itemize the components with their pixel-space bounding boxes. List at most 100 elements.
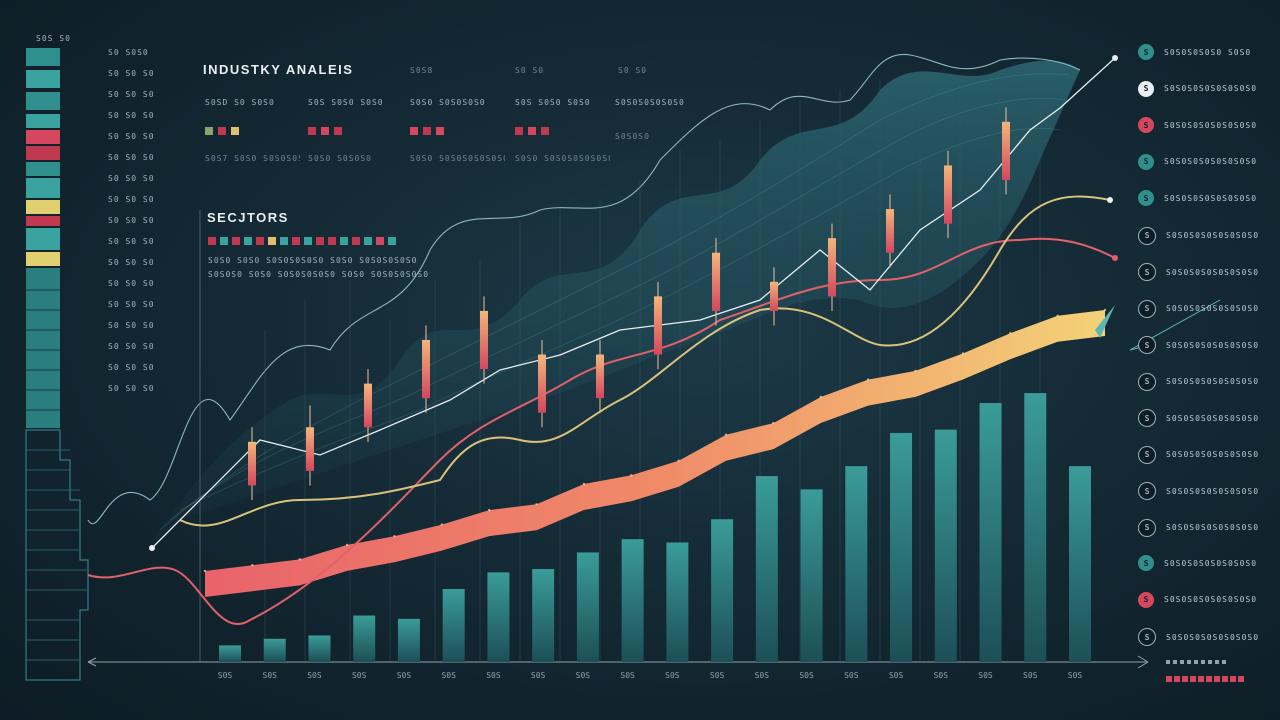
swatch — [423, 127, 431, 135]
candle-body — [712, 252, 720, 311]
legend-item: S S0S0S0S0S0S0S0S0 — [1138, 518, 1259, 537]
legend-item: S S0S0S0S0S0S0S0S0 — [1138, 628, 1259, 646]
candlestick-series — [248, 107, 1010, 500]
legend-label: S0S0S0S0S0 S0S0 — [1164, 47, 1252, 57]
ribbon-point — [1056, 314, 1059, 317]
industry-cell-label: S0S S0S0 S0S0 — [308, 98, 384, 107]
ribbon-point — [298, 558, 301, 561]
legend-item: S S0S0S0S0S0S0S0S0 — [1138, 555, 1257, 571]
legend-marker-icon: S — [1138, 555, 1154, 571]
x-tick-label: S0S — [620, 671, 635, 680]
legend-item: S S0S0S0S0S0S0S0S0 — [1138, 80, 1257, 97]
legend-marker-icon: S — [1138, 299, 1156, 318]
legend-marker-icon: S — [1138, 263, 1156, 281]
x-tick-label: S0S — [934, 671, 949, 680]
left-label: S0 S0 S0 — [108, 384, 155, 393]
legend-marker-icon: S — [1138, 190, 1154, 206]
industry-cell-foot: S0S0 S0S0S0S0S0S0S0S0 — [515, 154, 610, 163]
left-ladder — [25, 48, 89, 681]
axis-arrow — [87, 655, 1149, 669]
legend-marker-icon: S — [1138, 372, 1156, 391]
sector-swatch — [352, 237, 360, 245]
legend-marker-icon: S — [1138, 628, 1156, 646]
x-tick-labels: S0S S0S S0S S0S S0S S0S S0S S0S S0S S0S S0S S0S S0S S… — [218, 671, 1083, 680]
trend-end-dot — [1112, 55, 1118, 61]
industry-cell-swatches — [410, 127, 446, 135]
coral-curve — [87, 237, 1116, 625]
bar-series — [219, 393, 1091, 662]
sector-swatch — [316, 237, 324, 245]
left-label: S0 S0 S0 — [108, 90, 155, 99]
x-tick-label: S0S — [889, 671, 904, 680]
left-label: S0 S0 S0 — [108, 153, 155, 162]
coral-end-dot — [1112, 255, 1118, 261]
left-label: S0 S0 S0 — [108, 132, 155, 141]
candle-body — [306, 427, 314, 471]
ribbon-point — [866, 378, 870, 381]
bar — [263, 638, 286, 662]
bar — [621, 539, 644, 662]
candle-body — [886, 209, 894, 253]
legend-label: S0S0S0S0S0S0S0S0 — [1166, 450, 1260, 459]
swatch — [321, 127, 329, 135]
bar — [711, 519, 734, 662]
legend-marker-icon: S — [1138, 153, 1154, 170]
swatch — [205, 127, 213, 135]
sector-swatch — [280, 237, 288, 245]
x-tick-label: S0S — [441, 671, 456, 680]
left-label: S0 S0 S0 — [108, 363, 155, 372]
left-label: S0 S0 S0 — [108, 342, 155, 351]
ribbon-point — [677, 459, 680, 462]
bar — [487, 572, 510, 662]
left-label: S0 S0 S0 — [108, 237, 155, 246]
legend-item: S S0S0S0S0S0S0S0S0 — [1138, 445, 1260, 464]
bar — [576, 552, 599, 662]
x-tick-label: S0S — [352, 671, 367, 680]
legend-label: S0S0S0S0S0S0S0S0 — [1166, 377, 1260, 386]
legend-marker-icon: S — [1138, 482, 1156, 500]
legend-marker-icon: S — [1138, 409, 1156, 427]
legend-label: S0S0S0S0S0S0S0S0 — [1166, 267, 1260, 277]
bar — [308, 635, 331, 662]
legend-label: S0S0S0S0S0S0S0S0 — [1166, 413, 1260, 423]
legend-label: S0S0S0S0S0S0S0S0 — [1166, 486, 1260, 496]
x-tick-label: S0S — [1023, 671, 1038, 680]
left-label: S0 S0 S0 — [108, 321, 155, 330]
x-tick-label: S0S — [665, 671, 680, 680]
candle-body — [538, 354, 546, 413]
x-tick-label: S0S — [755, 671, 770, 680]
swatch — [541, 127, 549, 135]
ribbon-point — [203, 569, 207, 573]
legend-label: S0S0S0S0S0S0S0S0 — [1166, 231, 1260, 240]
left-label: S0 S0 S0 — [108, 300, 155, 309]
ribbon-point — [630, 474, 633, 477]
industry-cell-label: S0S0 S0S0S0S0 — [410, 98, 486, 107]
trend-arrowhead — [1095, 305, 1115, 338]
legend-item: S S0S0S0S0S0S0S0S0 — [1138, 409, 1259, 427]
bar — [979, 403, 1002, 662]
x-tick-label: S0S — [397, 671, 412, 680]
legend-item: S S0S0S0S0S0S0S0S0 — [1138, 153, 1257, 170]
legend-marker-icon: S — [1138, 117, 1154, 133]
white-trend-line — [151, 57, 1116, 549]
left-label: S0 S0 S0 — [108, 69, 155, 78]
ribbon-point — [393, 535, 396, 538]
candle-body — [654, 296, 662, 355]
bar — [755, 476, 778, 662]
ribbon-point — [724, 433, 728, 436]
swatch — [334, 127, 342, 135]
left-label: S0 S0 S0 — [108, 174, 155, 183]
legend-label: S0S0S0S0S0S0S0S0 — [1164, 595, 1258, 604]
sector-swatch — [304, 237, 312, 245]
legend-marker-icon: S — [1138, 336, 1156, 354]
bar — [934, 429, 957, 662]
swatch — [515, 127, 523, 135]
wave-area — [150, 60, 1080, 545]
sector-swatch — [364, 237, 372, 245]
ribbon-point — [819, 395, 822, 399]
ribbon-point — [488, 508, 491, 512]
sector-swatch — [376, 237, 384, 245]
sector-swatch — [340, 237, 348, 245]
trend-start-dot — [149, 545, 155, 551]
candle-body — [596, 354, 604, 399]
